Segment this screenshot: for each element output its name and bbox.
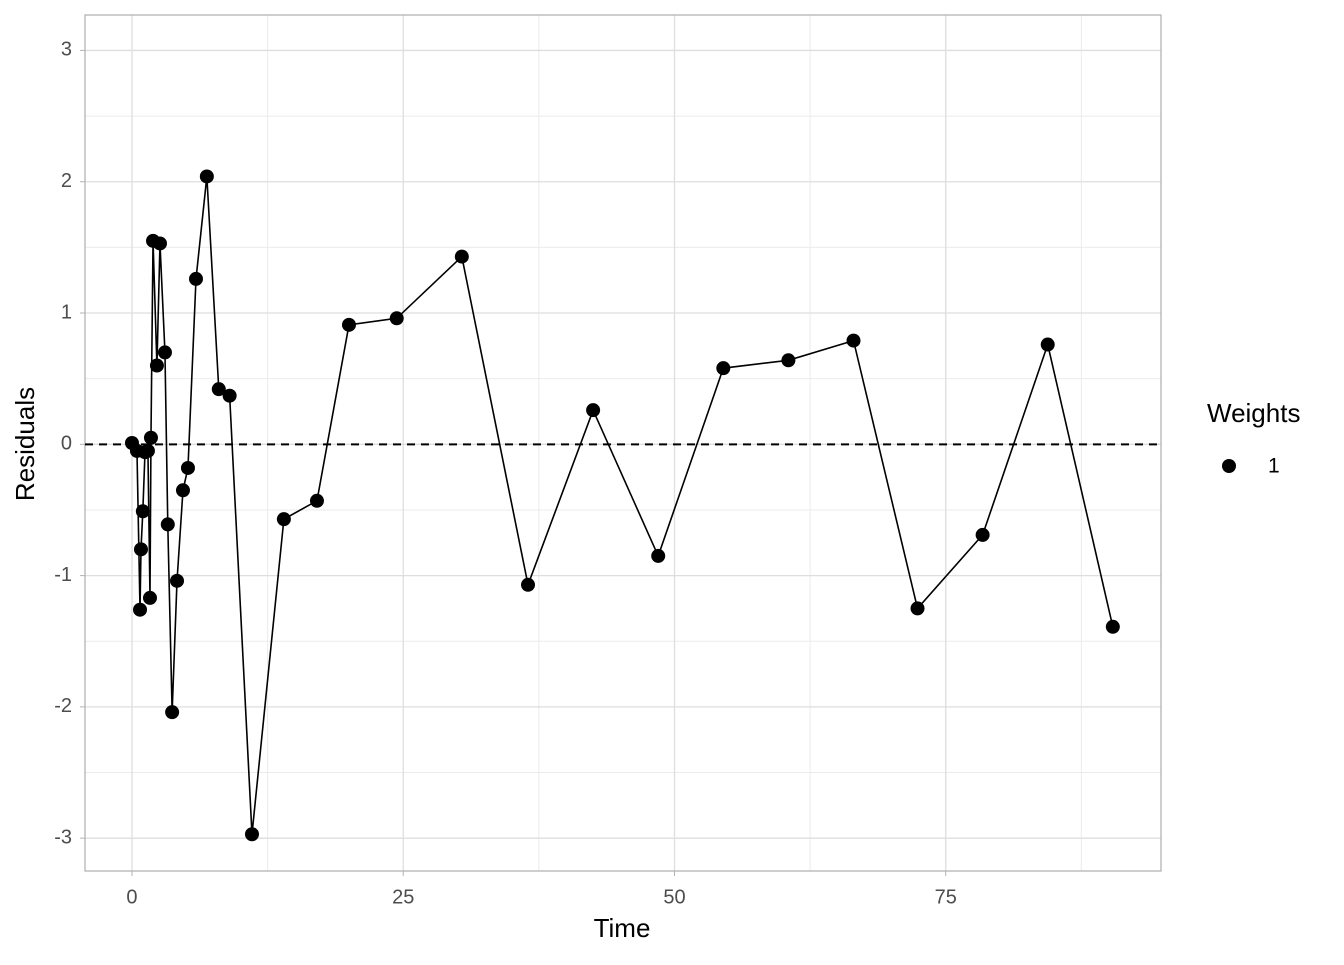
data-point	[152, 236, 167, 251]
data-point	[781, 353, 796, 368]
data-point	[454, 249, 469, 264]
x-tick-label: 75	[935, 886, 957, 908]
data-point	[975, 527, 990, 542]
data-point	[143, 430, 158, 445]
y-tick-label: -3	[54, 826, 72, 848]
panel-border	[84, 14, 1162, 872]
data-point	[716, 361, 731, 376]
data-point	[211, 382, 226, 397]
data-point	[140, 443, 155, 458]
data-point	[149, 358, 164, 373]
data-point	[188, 271, 203, 286]
legend-label: 1	[1268, 455, 1280, 478]
data-point	[180, 460, 195, 475]
x-axis-title: Time	[594, 913, 651, 943]
data-point	[521, 577, 536, 592]
y-tick-label: 1	[61, 301, 72, 323]
data-point	[389, 311, 404, 326]
y-tick-label: -2	[54, 695, 72, 717]
data-point	[1040, 337, 1055, 352]
data-point	[586, 403, 601, 418]
data-point	[276, 512, 291, 527]
data-point	[170, 573, 185, 588]
data-point	[651, 548, 666, 563]
x-tick-label: 0	[126, 886, 137, 908]
data-point	[341, 317, 356, 332]
y-axis-title: Residuals	[10, 387, 40, 501]
data-point	[222, 388, 237, 403]
data-point	[244, 827, 259, 842]
data-point	[846, 333, 861, 348]
x-tick-label: 50	[663, 886, 685, 908]
data-point	[309, 493, 324, 508]
data-point	[142, 590, 157, 605]
series-line	[131, 176, 1114, 835]
y-tick-label: 2	[61, 170, 72, 192]
data-point	[1105, 619, 1120, 634]
y-tick-label: 0	[61, 433, 72, 455]
data-point	[157, 345, 172, 360]
y-tick-label: 3	[61, 39, 72, 61]
legend-title: Weights	[1207, 398, 1300, 428]
data-point	[160, 517, 175, 532]
y-tick-label: -1	[54, 564, 72, 586]
data-point	[165, 705, 180, 720]
legend-key	[1222, 459, 1236, 473]
data-point	[135, 504, 150, 519]
data-point	[133, 542, 148, 557]
data-point	[175, 483, 190, 498]
x-tick-label: 25	[392, 886, 414, 908]
data-point	[199, 169, 214, 184]
data-point	[910, 601, 925, 616]
data-point	[133, 602, 148, 617]
